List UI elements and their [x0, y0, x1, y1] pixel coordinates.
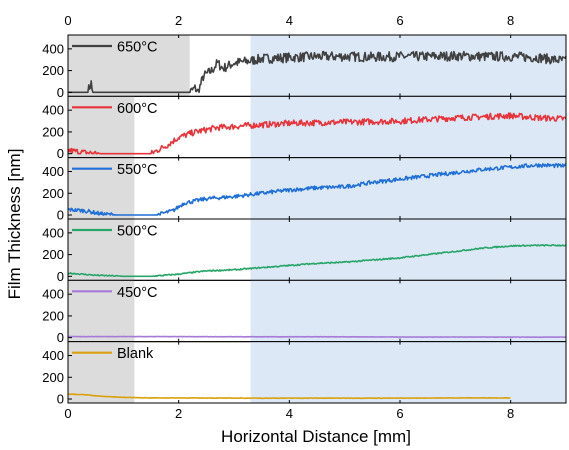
x-tick-label: 2: [175, 406, 182, 421]
blue-band: [250, 35, 566, 97]
y-tick-label: 200: [42, 247, 64, 262]
legend-label: 650°C: [117, 40, 157, 56]
legend-label: 550°C: [117, 162, 157, 178]
panel-4: 450°C 0 200 400: [42, 279, 567, 345]
y-tick-label: 200: [42, 124, 64, 139]
y-axis-label: Film Thickness [nm]: [5, 149, 24, 300]
x-tick-label-top: 0: [64, 13, 71, 28]
y-tick-label: 400: [42, 225, 64, 240]
legend-label: 500°C: [117, 224, 157, 240]
y-tick-label: 0: [57, 392, 64, 407]
y-tick-label: 0: [57, 330, 64, 345]
blue-band: [250, 280, 566, 342]
panel-1: 600°C 0 200 400: [42, 95, 567, 161]
panel-3: 500°C 0 200 400: [42, 218, 567, 284]
y-tick-label: 200: [42, 63, 64, 78]
y-tick-label: 400: [42, 41, 64, 56]
y-tick-label: 0: [57, 85, 64, 100]
y-tick-label: 200: [42, 308, 64, 323]
x-tick-label-top: 8: [507, 13, 514, 28]
panel-5: Blank 0 200 400: [42, 341, 567, 407]
y-tick-label: 400: [42, 348, 64, 363]
x-tick-label: 8: [507, 406, 514, 421]
panel-0: 650°C 0 200 400: [42, 34, 567, 100]
x-tick-label: 4: [286, 406, 293, 421]
y-tick-label: 200: [42, 370, 64, 385]
series-line: [67, 335, 567, 339]
x-tick-label-top: 2: [175, 13, 182, 28]
blue-band: [250, 219, 566, 281]
axis-layer: 0 0 2 2 4 4 6 6 8 8: [64, 13, 514, 421]
legend-label: Blank: [117, 346, 154, 362]
series-line: [67, 393, 511, 400]
x-axis-label: Horizontal Distance [mm]: [221, 427, 411, 446]
x-tick-label-top: 4: [286, 13, 293, 28]
y-tick-label: 400: [42, 164, 64, 179]
x-tick-label: 6: [396, 406, 403, 421]
y-tick-label: 400: [42, 103, 64, 118]
panels-layer: 650°C0200400600°C0200400550°C0200400500°…: [42, 34, 567, 407]
y-tick-label: 0: [57, 208, 64, 223]
panel-frame: [67, 341, 567, 404]
y-tick-label: 200: [42, 186, 64, 201]
series-line: [67, 112, 567, 155]
legend-label: 600°C: [117, 101, 157, 117]
series-line: [67, 163, 567, 216]
y-tick-label: 400: [42, 287, 64, 302]
panel-2: 550°C 0 200 400: [42, 157, 567, 223]
x-tick-label: 0: [64, 406, 71, 421]
blue-band: [250, 341, 566, 403]
legend-label: 450°C: [117, 285, 157, 301]
x-tick-label-top: 6: [396, 13, 403, 28]
series-line: [67, 244, 567, 278]
series-line: [68, 50, 567, 94]
blue-band: [250, 96, 566, 158]
y-tick-label: 0: [57, 269, 64, 284]
y-tick-label: 0: [57, 146, 64, 161]
